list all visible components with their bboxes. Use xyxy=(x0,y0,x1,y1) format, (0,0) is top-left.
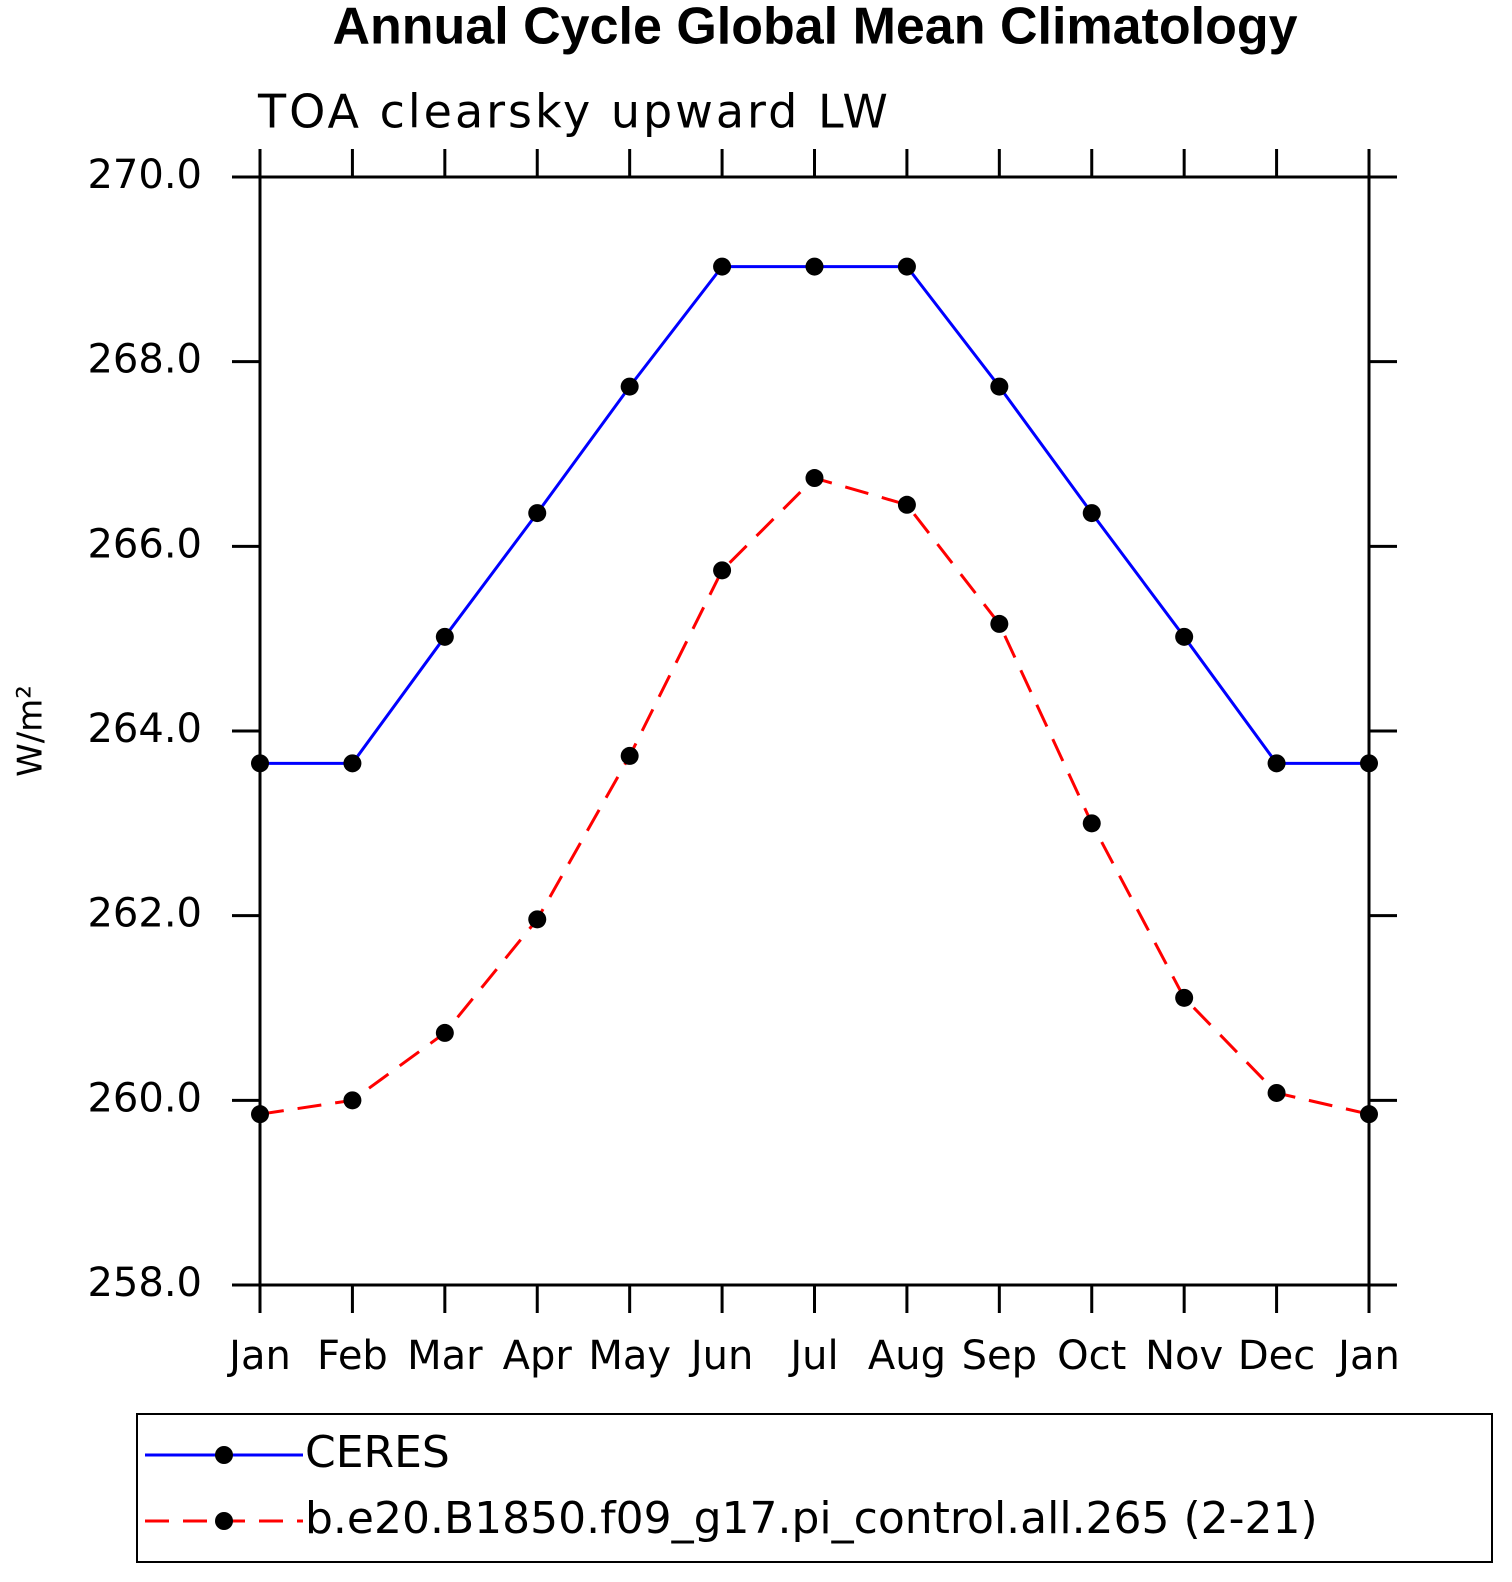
marker xyxy=(528,504,547,523)
x-tick-label: Mar xyxy=(407,1333,483,1379)
marker xyxy=(1267,754,1286,773)
marker xyxy=(343,754,362,773)
marker xyxy=(1267,1083,1286,1102)
x-tick-label: Nov xyxy=(1145,1333,1223,1379)
y-tick-label: 266.0 xyxy=(87,521,202,567)
x-tick-label: Sep xyxy=(962,1333,1037,1379)
legend-marker xyxy=(215,1446,233,1464)
x-tick-label: May xyxy=(588,1333,671,1379)
legend-box xyxy=(136,1413,1493,1563)
legend-marker xyxy=(215,1512,233,1530)
x-tick-label: Aug xyxy=(868,1333,946,1379)
marker xyxy=(1175,988,1194,1007)
marker xyxy=(805,469,824,488)
y-tick-label: 262.0 xyxy=(87,891,202,937)
marker xyxy=(713,561,732,580)
marker xyxy=(897,495,916,514)
x-tick-label: Jun xyxy=(688,1333,754,1379)
series-line xyxy=(259,476,1370,1116)
marker xyxy=(1082,504,1101,523)
marker xyxy=(897,257,916,276)
marker xyxy=(990,377,1009,396)
y-tick-label: 270.0 xyxy=(87,152,202,198)
chart-title: Annual Cycle Global Mean Climatology xyxy=(332,0,1297,56)
marker xyxy=(620,746,639,765)
x-tick-label: Dec xyxy=(1238,1333,1315,1379)
marker xyxy=(1175,627,1194,646)
x-tick-label: Jan xyxy=(1335,1333,1400,1379)
y-tick-label: 264.0 xyxy=(87,706,202,752)
x-tick-label: Oct xyxy=(1057,1333,1126,1379)
marker xyxy=(435,627,454,646)
marker xyxy=(713,257,732,276)
chart-subtitle: TOA clearsky upward LW xyxy=(257,85,891,139)
marker xyxy=(805,257,824,276)
series-line xyxy=(260,265,1369,765)
y-tick-label: 268.0 xyxy=(87,337,202,383)
y-tick-label: 260.0 xyxy=(87,1075,202,1121)
marker xyxy=(435,1023,454,1042)
legend-label: CERES xyxy=(305,1427,450,1478)
marker xyxy=(1360,1105,1378,1124)
x-tick-label: Apr xyxy=(503,1333,573,1379)
marker xyxy=(620,377,639,396)
x-tick-label: Jan xyxy=(226,1333,291,1379)
marker xyxy=(251,754,269,773)
x-tick-label: Feb xyxy=(317,1333,388,1379)
marker xyxy=(990,614,1009,633)
x-tick-label: Jul xyxy=(787,1333,838,1379)
y-tick-label: 258.0 xyxy=(87,1260,202,1306)
marker xyxy=(1360,754,1378,773)
marker xyxy=(251,1105,269,1124)
plot-frame xyxy=(258,175,1371,1287)
marker xyxy=(528,910,547,929)
legend-label: b.e20.B1850.f09_g17.pi_control.all.265 (… xyxy=(305,1493,1318,1544)
marker xyxy=(1082,814,1101,833)
y-axis-label: W/m² xyxy=(11,685,51,777)
marker xyxy=(343,1091,362,1110)
